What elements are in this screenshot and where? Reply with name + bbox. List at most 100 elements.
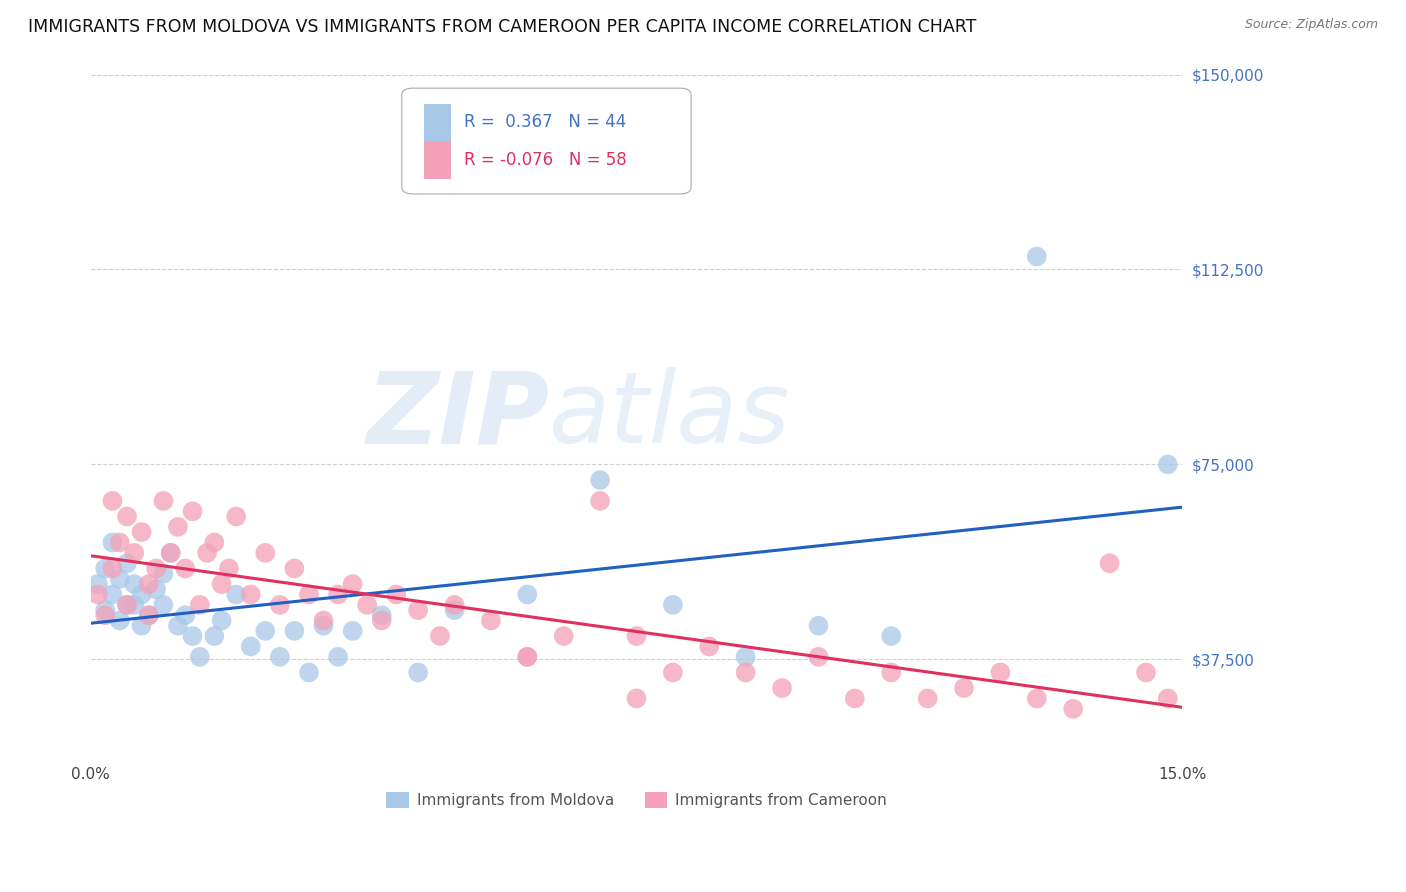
Point: [917, 691, 939, 706]
Point: [101, 535, 124, 549]
Text: R =  0.367   N = 44: R = 0.367 N = 44: [464, 113, 626, 131]
Point: [953, 681, 976, 695]
Point: [115, 509, 138, 524]
Point: [326, 649, 349, 664]
Point: [239, 587, 262, 601]
Point: [202, 535, 225, 549]
Point: [101, 494, 124, 508]
Text: R = -0.076   N = 58: R = -0.076 N = 58: [464, 151, 627, 169]
Point: [734, 649, 756, 664]
Point: [108, 614, 131, 628]
Point: [443, 598, 465, 612]
Point: [115, 598, 138, 612]
Point: [662, 598, 685, 612]
Text: atlas: atlas: [550, 368, 790, 464]
Point: [145, 582, 167, 597]
Point: [385, 587, 408, 601]
Point: [298, 665, 321, 680]
Point: [138, 608, 160, 623]
Point: [115, 598, 138, 612]
FancyBboxPatch shape: [402, 88, 692, 194]
Legend: Immigrants from Moldova, Immigrants from Cameroon: Immigrants from Moldova, Immigrants from…: [380, 786, 893, 814]
Point: [218, 561, 240, 575]
Point: [312, 614, 335, 628]
Point: [697, 640, 720, 654]
Point: [807, 649, 830, 664]
Point: [298, 587, 321, 601]
Point: [152, 494, 174, 508]
Point: [211, 614, 233, 628]
Point: [734, 665, 756, 680]
Point: [145, 561, 167, 575]
Point: [174, 561, 197, 575]
Point: [589, 494, 612, 508]
Point: [807, 618, 830, 632]
Point: [342, 624, 364, 638]
Point: [152, 566, 174, 581]
Point: [124, 577, 146, 591]
Point: [1025, 250, 1047, 264]
FancyBboxPatch shape: [423, 103, 451, 141]
Point: [195, 546, 218, 560]
Point: [1135, 665, 1157, 680]
Point: [371, 608, 394, 623]
Point: [1062, 702, 1084, 716]
Point: [1025, 691, 1047, 706]
Point: [167, 618, 190, 632]
Point: [1157, 691, 1180, 706]
Point: [138, 577, 160, 591]
Point: [356, 598, 378, 612]
Point: [87, 577, 110, 591]
Point: [516, 649, 538, 664]
Point: [1157, 458, 1180, 472]
Text: IMMIGRANTS FROM MOLDOVA VS IMMIGRANTS FROM CAMEROON PER CAPITA INCOME CORRELATIO: IMMIGRANTS FROM MOLDOVA VS IMMIGRANTS FR…: [28, 18, 977, 36]
Point: [406, 665, 429, 680]
Point: [254, 546, 277, 560]
Point: [1098, 556, 1121, 570]
Point: [181, 629, 204, 643]
Point: [131, 618, 153, 632]
Point: [131, 524, 153, 539]
Point: [479, 614, 502, 628]
Point: [124, 546, 146, 560]
Point: [152, 598, 174, 612]
Point: [254, 624, 277, 638]
Point: [990, 665, 1012, 680]
Point: [101, 561, 124, 575]
Point: [283, 624, 305, 638]
Point: [269, 598, 291, 612]
Point: [188, 598, 211, 612]
Point: [108, 572, 131, 586]
Point: [880, 629, 903, 643]
Point: [87, 587, 110, 601]
Point: [626, 691, 648, 706]
Point: [131, 587, 153, 601]
Point: [443, 603, 465, 617]
Point: [371, 614, 394, 628]
Point: [188, 649, 211, 664]
Point: [589, 473, 612, 487]
Point: [269, 649, 291, 664]
Point: [406, 603, 429, 617]
Point: [225, 509, 247, 524]
Point: [553, 629, 575, 643]
Point: [239, 640, 262, 654]
Point: [108, 535, 131, 549]
Point: [626, 629, 648, 643]
Point: [124, 598, 146, 612]
Point: [312, 618, 335, 632]
Point: [225, 587, 247, 601]
Point: [115, 556, 138, 570]
Point: [844, 691, 866, 706]
Point: [159, 546, 181, 560]
Point: [326, 587, 349, 601]
Point: [174, 608, 197, 623]
Point: [94, 561, 117, 575]
Text: ZIP: ZIP: [366, 368, 550, 464]
Point: [202, 629, 225, 643]
Point: [662, 665, 685, 680]
Point: [159, 546, 181, 560]
Point: [516, 587, 538, 601]
Point: [211, 577, 233, 591]
Point: [101, 587, 124, 601]
